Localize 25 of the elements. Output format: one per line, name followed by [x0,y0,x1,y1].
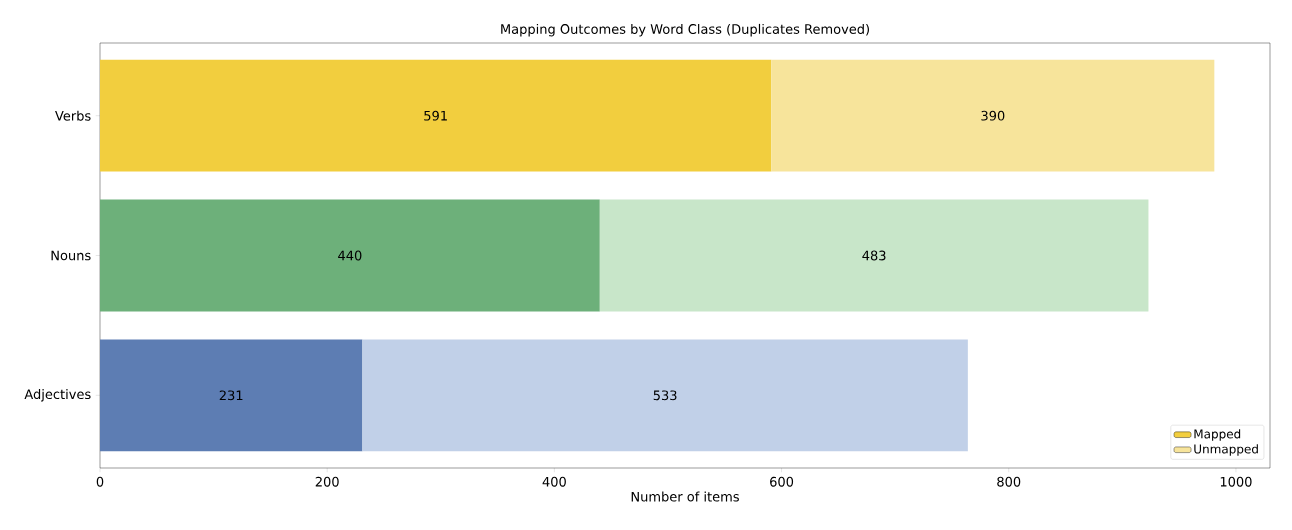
data-label: 533 [653,390,677,401]
x-tick-label: 800 [997,476,1021,487]
x-tick-label: 0 [96,476,104,487]
data-label: 591 [424,110,447,121]
bar [362,339,968,452]
chart-title: Mapping Outcomes by Word Class (Duplicates Removed) [501,23,869,37]
bar [100,199,600,312]
data-label: 390 [981,110,1005,121]
x-axis-title: Number of items [631,491,739,502]
legend-label: Mapped [1194,429,1241,441]
bar [100,59,772,172]
bar [100,339,363,452]
bar [771,59,1215,172]
y-tick-label: Verbs [55,110,91,121]
data-label: 440 [338,250,362,261]
x-tick-label: 200 [315,476,339,487]
data-label: 231 [219,390,243,401]
data-label: 483 [862,250,886,261]
y-tick-label: Adjectives [24,389,91,402]
x-tick-label: 1000 [1220,476,1252,487]
x-tick-label: 600 [770,476,794,487]
bar [599,199,1149,312]
y-tick-label: Nouns [51,250,91,261]
legend-label: Unmapped [1194,444,1258,456]
x-tick-label: 400 [542,476,566,487]
